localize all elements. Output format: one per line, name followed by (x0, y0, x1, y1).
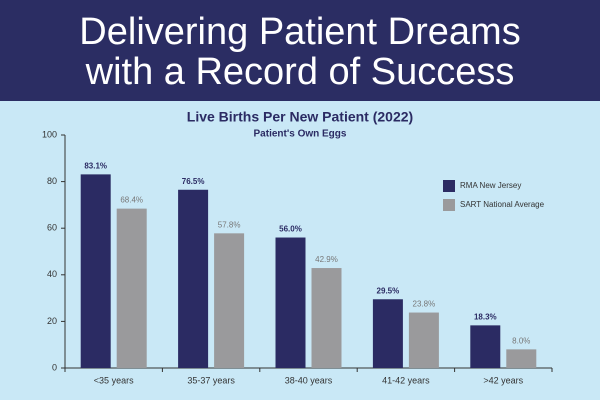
chart-subtitle: Patient's Own Eggs (254, 129, 347, 140)
banner-title: with a Record of Success (85, 51, 515, 93)
value-label: 76.5% (182, 177, 205, 186)
legend-swatch (443, 199, 455, 211)
bar (275, 237, 306, 368)
x-tick-label: >42 years (483, 375, 523, 385)
chart-title: Live Births Per New Patient (2022) (187, 109, 413, 125)
bar (470, 325, 501, 368)
bar (214, 233, 245, 368)
x-tick-label: 35-37 years (187, 375, 235, 385)
value-label: 23.8% (413, 300, 436, 309)
bar (311, 268, 342, 368)
y-tick-label: 80 (47, 176, 57, 186)
value-label: 68.4% (120, 196, 143, 205)
bar (80, 174, 111, 368)
y-tick-label: 0 (52, 362, 57, 372)
y-tick-label: 60 (47, 223, 57, 233)
bar (372, 299, 403, 368)
bar (178, 189, 209, 368)
value-label: 56.0% (279, 225, 302, 234)
banner-title: Delivering Patient Dreams (79, 11, 520, 53)
legend-label: SART National Average (460, 200, 545, 209)
value-label: 8.0% (512, 336, 530, 345)
x-tick-label: <35 years (94, 375, 134, 385)
x-tick-label: 38-40 years (285, 375, 333, 385)
value-label: 42.9% (315, 255, 338, 264)
x-tick-label: 41-42 years (382, 375, 430, 385)
y-tick-label: 40 (47, 269, 57, 279)
banner (0, 0, 600, 101)
legend-swatch (443, 180, 455, 192)
y-tick-label: 20 (47, 316, 57, 326)
value-label: 57.8% (218, 220, 241, 229)
value-label: 83.1% (84, 161, 107, 170)
bar (116, 208, 147, 368)
legend-label: RMA New Jersey (460, 181, 521, 190)
bar (408, 312, 439, 368)
bar (506, 349, 537, 368)
value-label: 29.5% (377, 286, 400, 295)
value-label: 18.3% (474, 312, 497, 321)
y-tick-label: 100 (42, 129, 57, 139)
